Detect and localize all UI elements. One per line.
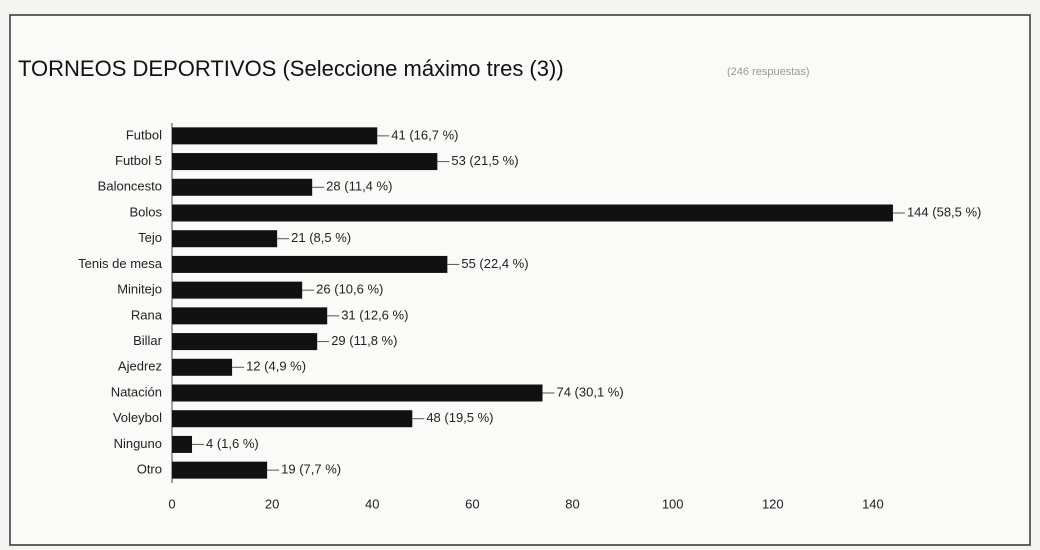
- data-label: 55 (22,4 %): [461, 256, 528, 271]
- bar: [172, 204, 893, 222]
- bar: [172, 461, 268, 479]
- y-tick-label: Bolos: [129, 204, 162, 219]
- y-tick-label: Billar: [133, 333, 163, 348]
- bar: [172, 153, 438, 171]
- y-tick-label: Baloncesto: [98, 179, 162, 194]
- y-tick-label: Otro: [137, 462, 162, 477]
- bar: [172, 230, 278, 248]
- data-label: 12 (4,9 %): [246, 359, 306, 374]
- x-tick-label: 40: [365, 496, 379, 511]
- chart-title: TORNEOS DEPORTIVOS (Seleccione máximo tr…: [18, 56, 564, 81]
- data-label: 53 (21,5 %): [451, 153, 518, 168]
- bar: [172, 435, 193, 453]
- bar: [172, 281, 303, 299]
- bar: [172, 127, 378, 145]
- bar: [172, 307, 328, 325]
- y-tick-label: Futbol: [126, 127, 162, 142]
- data-label: 74 (30,1 %): [556, 384, 623, 399]
- frame: [9, 14, 1031, 546]
- x-tick-label: 0: [168, 496, 175, 511]
- x-tick-label: 60: [465, 496, 479, 511]
- data-label: 48 (19,5 %): [426, 410, 493, 425]
- bar: [172, 384, 543, 402]
- bar: [172, 178, 313, 196]
- data-label: 4 (1,6 %): [206, 436, 259, 451]
- y-tick-label: Minitejo: [117, 282, 162, 297]
- y-tick-label: Futbol 5: [115, 153, 162, 168]
- data-label: 21 (8,5 %): [291, 230, 351, 245]
- y-tick-label: Tejo: [138, 230, 162, 245]
- data-label: 144 (58,5 %): [907, 204, 981, 219]
- x-tick-label: 140: [862, 496, 884, 511]
- chart-subtitle: (246 respuestas): [727, 66, 810, 78]
- x-tick-label: 100: [662, 496, 684, 511]
- bar: [172, 255, 448, 273]
- y-tick-label: Tenis de mesa: [78, 256, 163, 271]
- y-tick-label: Ajedrez: [118, 359, 162, 374]
- x-tick-label: 80: [565, 496, 579, 511]
- x-tick-label: 120: [762, 496, 784, 511]
- bar: [172, 358, 233, 376]
- y-tick-label: Voleybol: [113, 410, 162, 425]
- data-label: 19 (7,7 %): [281, 462, 341, 477]
- data-label: 31 (12,6 %): [341, 307, 408, 322]
- y-tick-label: Rana: [131, 307, 163, 322]
- x-tick-label: 20: [265, 496, 279, 511]
- data-label: 41 (16,7 %): [391, 127, 458, 142]
- bar: [172, 333, 318, 351]
- y-tick-label: Natación: [111, 384, 162, 399]
- bar: [172, 410, 413, 428]
- data-label: 26 (10,6 %): [316, 282, 383, 297]
- data-label: 29 (11,8 %): [331, 333, 397, 348]
- data-label: 28 (11,4 %): [326, 179, 392, 194]
- y-tick-label: Ninguno: [114, 436, 162, 451]
